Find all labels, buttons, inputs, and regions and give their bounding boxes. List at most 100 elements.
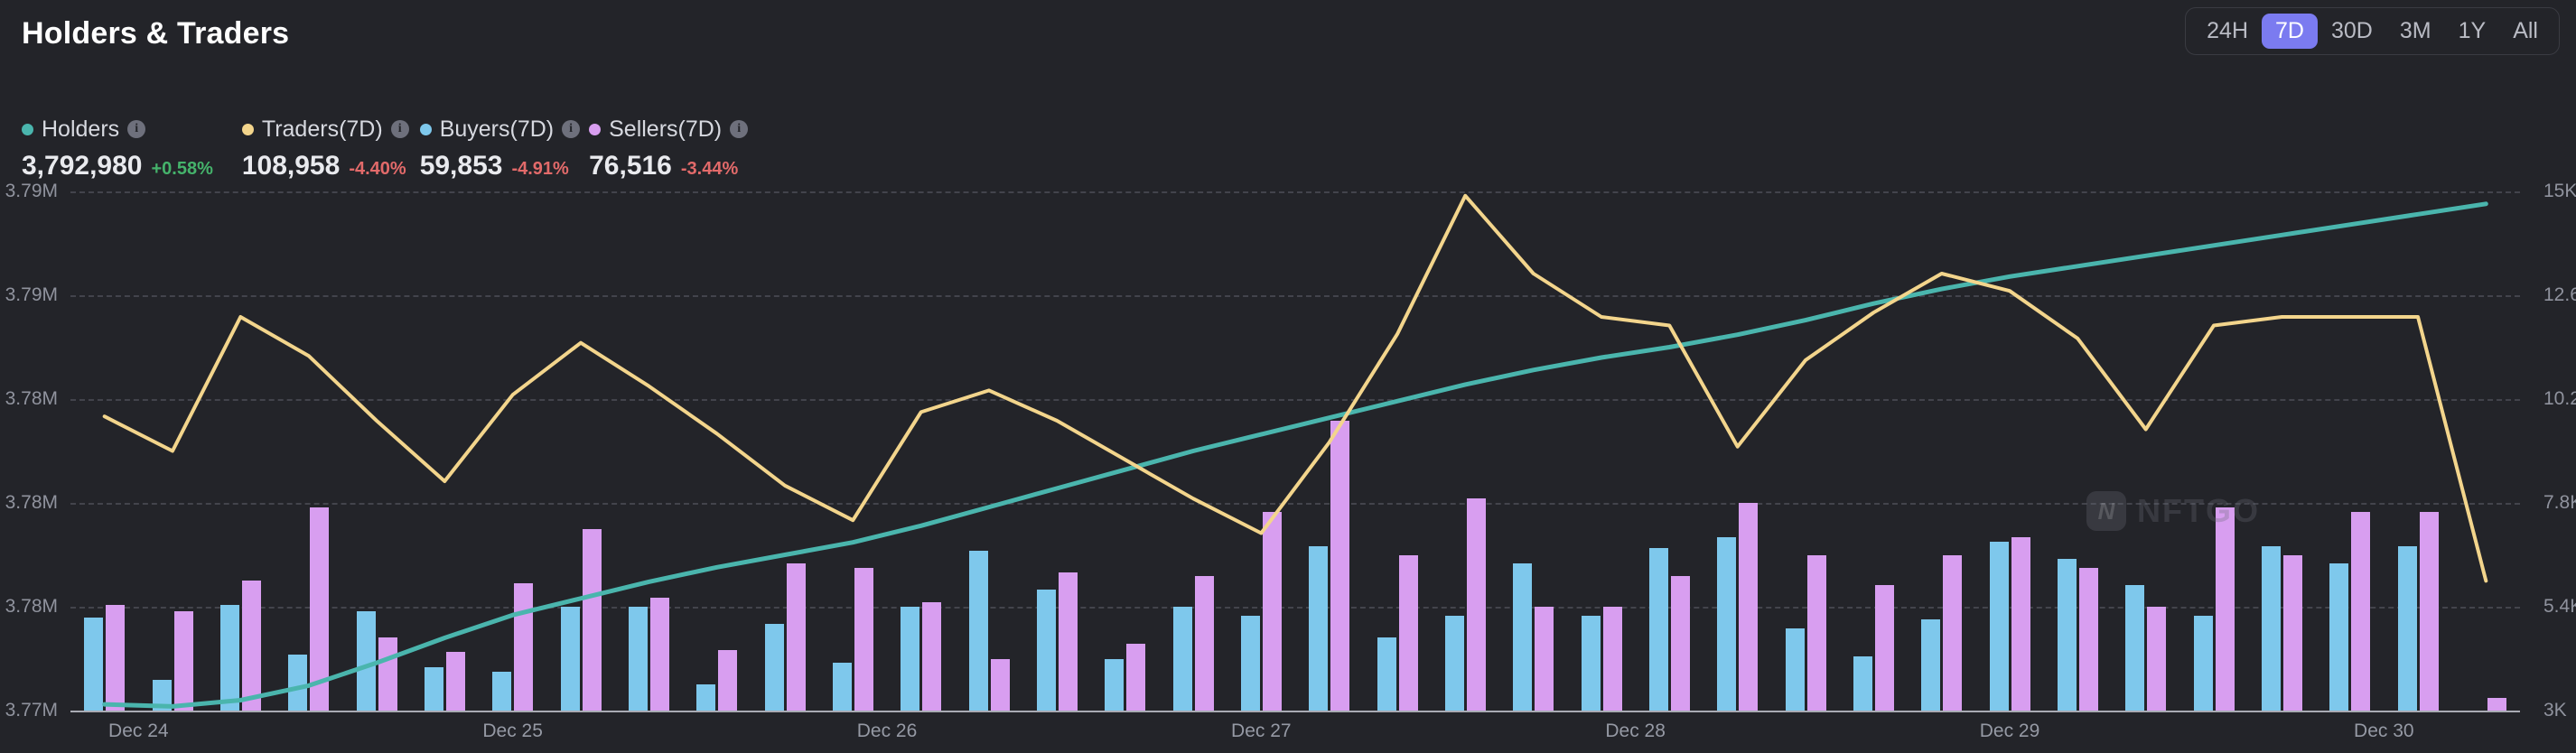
- range-button-24h[interactable]: 24H: [2193, 14, 2262, 49]
- bar-sellers[interactable]: [718, 649, 738, 711]
- range-button-all[interactable]: All: [2499, 14, 2552, 49]
- legend-item-holders[interactable]: Holders i 3,792,980 +0.58%: [22, 116, 213, 181]
- info-icon[interactable]: i: [730, 120, 749, 138]
- bar-sellers[interactable]: [2282, 554, 2302, 711]
- bar-buyers[interactable]: [628, 607, 648, 711]
- legend-value: 76,516: [589, 151, 672, 181]
- bar-sellers[interactable]: [310, 507, 330, 711]
- bar-buyers[interactable]: [2329, 563, 2349, 711]
- bar-sellers[interactable]: [1398, 554, 1418, 711]
- bar-sellers[interactable]: [1602, 607, 1622, 711]
- y-axis-left-tick: 3.78M: [5, 388, 58, 409]
- bar-buyers[interactable]: [1036, 589, 1056, 711]
- x-axis-tick-label: Dec 28: [1605, 720, 1666, 741]
- bar-buyers[interactable]: [1309, 545, 1329, 711]
- range-button-3m[interactable]: 3M: [2386, 14, 2445, 49]
- bar-buyers[interactable]: [1240, 615, 1260, 711]
- y-axis-left-tick: 3.78M: [5, 596, 58, 617]
- info-icon[interactable]: i: [127, 120, 146, 138]
- bar-sellers[interactable]: [1058, 572, 1078, 711]
- bar-buyers[interactable]: [288, 654, 308, 711]
- bar-buyers[interactable]: [2193, 615, 2213, 711]
- bar-buyers[interactable]: [968, 550, 988, 711]
- info-icon[interactable]: i: [562, 120, 581, 138]
- info-icon[interactable]: i: [390, 120, 409, 138]
- bar-sellers[interactable]: [2078, 567, 2098, 711]
- bar-sellers[interactable]: [1739, 503, 1759, 711]
- legend-change: -4.91%: [511, 159, 569, 179]
- bar-buyers[interactable]: [1853, 656, 1872, 711]
- bar-sellers[interactable]: [241, 581, 261, 711]
- bar-buyers[interactable]: [1172, 607, 1192, 711]
- chart-area: 3.79M 3.79M 3.78M 3.78M 3.78M 3.77M 15K 12.6K 1…: [0, 181, 2576, 753]
- bar-buyers[interactable]: [1377, 637, 1396, 711]
- bar-buyers[interactable]: [560, 607, 580, 711]
- bar-buyers[interactable]: [356, 610, 376, 711]
- bar-buyers[interactable]: [1717, 537, 1737, 711]
- bar-sellers[interactable]: [922, 602, 942, 711]
- bar-sellers[interactable]: [106, 604, 126, 711]
- bar-buyers[interactable]: [1785, 628, 1805, 711]
- bar-buyers[interactable]: [764, 624, 784, 711]
- bar-buyers[interactable]: [1581, 615, 1601, 711]
- legend-item-sellers7d[interactable]: Sellers(7D) i 76,516 -3.44%: [589, 116, 749, 181]
- bar-sellers[interactable]: [1670, 576, 1690, 711]
- bar-buyers[interactable]: [832, 663, 852, 711]
- bar-sellers[interactable]: [2011, 537, 2030, 711]
- bar-buyers[interactable]: [84, 617, 104, 711]
- bar-sellers[interactable]: [1874, 585, 1894, 711]
- line-series-group: [102, 193, 2488, 709]
- bar-sellers[interactable]: [649, 598, 669, 711]
- bar-sellers[interactable]: [854, 567, 873, 711]
- bar-buyers[interactable]: [1513, 563, 1533, 711]
- range-button-1y[interactable]: 1Y: [2445, 14, 2500, 49]
- line-traders7d: [102, 193, 2488, 583]
- bar-buyers[interactable]: [1648, 548, 1668, 711]
- bar-sellers[interactable]: [1330, 420, 1350, 711]
- bar-buyers[interactable]: [901, 607, 920, 711]
- x-axis-tick-label: Dec 30: [2354, 720, 2414, 741]
- bar-sellers[interactable]: [2487, 697, 2506, 711]
- bar-sellers[interactable]: [1126, 643, 1146, 711]
- bar-buyers[interactable]: [2397, 545, 2417, 711]
- range-button-30d[interactable]: 30D: [2318, 14, 2386, 49]
- bar-buyers[interactable]: [1444, 615, 1464, 711]
- x-axis-tick-label: Dec 27: [1231, 720, 1292, 741]
- x-axis-tick-label: Dec 29: [1979, 720, 2040, 741]
- bar-sellers[interactable]: [2147, 607, 2167, 711]
- legend-item-buyers7d[interactable]: Buyers(7D) i 59,853 -4.91%: [419, 116, 581, 181]
- bar-sellers[interactable]: [1262, 511, 1282, 711]
- time-range-selector[interactable]: 24H 7D 30D 3M 1Y All: [2185, 7, 2560, 55]
- bar-sellers[interactable]: [1806, 554, 1826, 711]
- bar-sellers[interactable]: [1194, 576, 1214, 711]
- bar-sellers[interactable]: [2215, 507, 2235, 711]
- legend-value: 108,958: [241, 151, 341, 181]
- bar-buyers[interactable]: [1921, 619, 1941, 711]
- bar-sellers[interactable]: [2351, 511, 2371, 711]
- legend-item-traders7d[interactable]: Traders(7D) i 108,958 -4.40%: [241, 116, 409, 181]
- bar-buyers[interactable]: [219, 604, 239, 711]
- bar-sellers[interactable]: [173, 610, 193, 711]
- range-button-7d[interactable]: 7D: [2262, 14, 2318, 49]
- bar-sellers[interactable]: [990, 658, 1010, 711]
- bar-sellers[interactable]: [1466, 498, 1486, 711]
- bar-sellers[interactable]: [1535, 607, 1554, 711]
- bar-buyers[interactable]: [2125, 585, 2145, 711]
- bar-sellers[interactable]: [2419, 511, 2439, 711]
- bar-buyers[interactable]: [696, 684, 716, 711]
- y-axis-right-tick: 12.6K: [2543, 284, 2576, 305]
- bar-buyers[interactable]: [152, 680, 172, 711]
- bar-buyers[interactable]: [1105, 658, 1125, 711]
- nftgo-watermark: N NFTGO: [2086, 491, 2260, 531]
- bar-buyers[interactable]: [424, 667, 443, 711]
- bar-sellers[interactable]: [445, 652, 465, 711]
- bar-sellers[interactable]: [1943, 554, 1963, 711]
- bar-sellers[interactable]: [786, 563, 806, 711]
- bar-buyers[interactable]: [492, 671, 512, 711]
- legend-color-dot: [241, 123, 254, 135]
- bar-buyers[interactable]: [2057, 559, 2077, 711]
- bar-sellers[interactable]: [582, 528, 602, 711]
- y-axis-left-tick: 3.79M: [5, 181, 58, 201]
- bar-buyers[interactable]: [1989, 542, 2009, 711]
- bar-buyers[interactable]: [2261, 545, 2281, 711]
